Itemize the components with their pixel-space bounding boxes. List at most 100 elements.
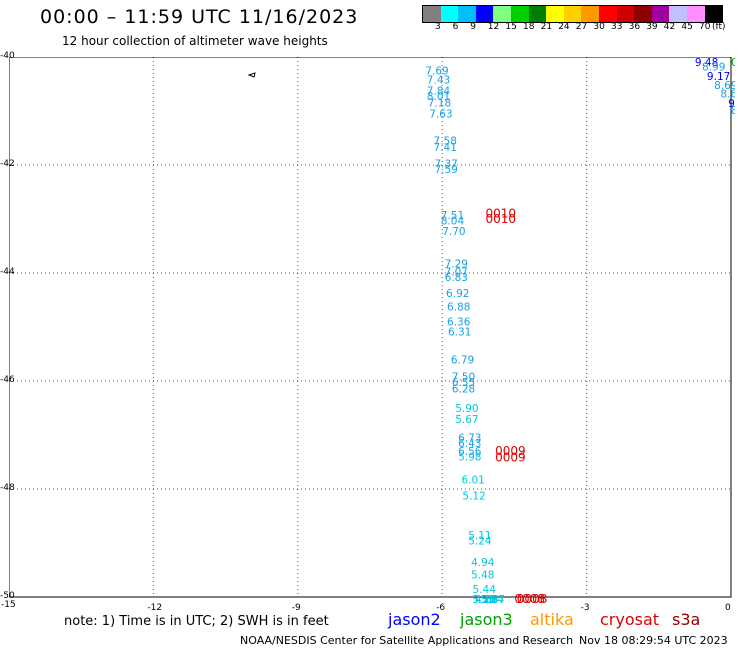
wave-height-label: 7.29 bbox=[445, 258, 468, 270]
wave-height-label: 6.31 bbox=[448, 326, 471, 338]
wave-height-label: 5.48 bbox=[471, 569, 494, 581]
scale-tick-label: 12 bbox=[487, 22, 500, 32]
wave-height-label: 9 bbox=[728, 98, 735, 110]
scale-swatch bbox=[493, 6, 511, 22]
wave-height-label: 0008 bbox=[514, 592, 545, 605]
longitude-tick-label: 0 bbox=[725, 603, 731, 613]
scale-tick-label: 24 bbox=[558, 22, 570, 32]
wave-height-label: 8 bbox=[731, 105, 735, 117]
wave-height-label: 0010 bbox=[486, 212, 517, 226]
wave-height-label: 7.59 bbox=[434, 164, 457, 176]
map-subtitle: 12 hour collection of altimeter wave hei… bbox=[62, 34, 328, 48]
satellite-legend-jason2: jason2 bbox=[388, 610, 441, 629]
wave-height-label: 8.6 bbox=[720, 89, 735, 101]
wave-height-label: 0010 bbox=[486, 207, 517, 221]
wave-height-label: 7.41 bbox=[434, 142, 457, 154]
longitude-tick-label: -3 bbox=[580, 603, 590, 613]
wave-height-label: 7.63 bbox=[429, 109, 452, 121]
scale-swatch bbox=[616, 6, 635, 22]
wave-height-label: 9.17 bbox=[707, 71, 730, 83]
wave-height-label: 6.36 bbox=[447, 317, 471, 329]
wave-height-label: 0008 bbox=[517, 592, 548, 605]
scale-tick-label: 21 bbox=[540, 22, 553, 32]
wave-height-label: 9.48 bbox=[695, 57, 718, 69]
scale-swatch bbox=[704, 6, 723, 22]
wave-height-label: 7.69 bbox=[425, 66, 448, 78]
wave-height-label: 5.24 bbox=[468, 535, 492, 547]
scale-swatch bbox=[510, 6, 529, 22]
observations-layer: 7.697.437.848.017.187.63 7.587.41 7.377.59… bbox=[425, 57, 735, 605]
wave-height-label: 5.33 bbox=[473, 594, 496, 605]
scale-swatch bbox=[686, 6, 705, 22]
wave-height-label: 8.04 bbox=[441, 216, 465, 228]
wave-height-label: 5.11 bbox=[468, 530, 491, 542]
map-title: 00:00 – 11:59 UTC 11/16/2023 bbox=[40, 6, 359, 28]
wave-height-label: 0009 bbox=[495, 444, 526, 458]
latitude-tick-label: -46 bbox=[0, 375, 15, 385]
satellite-legend-s3a: s3a bbox=[672, 610, 701, 629]
latitude-tick-label: -44 bbox=[0, 267, 15, 277]
wave-height-label: 6.55 bbox=[452, 377, 475, 389]
latitude-tick-label: -42 bbox=[0, 159, 15, 169]
scale-swatch bbox=[423, 6, 441, 22]
wave-height-label: 5.67 bbox=[482, 594, 505, 605]
wave-height-label: 7.50 bbox=[452, 372, 475, 384]
scale-swatch bbox=[458, 6, 476, 22]
scale-tick-label: 6 bbox=[452, 22, 459, 32]
wave-height-label: 6.79 bbox=[451, 354, 474, 366]
scale-tick-label: 33 bbox=[611, 22, 623, 32]
wave-height-label: 7.18 bbox=[428, 97, 451, 109]
wave-height-label: 6.01 bbox=[461, 474, 484, 486]
longitude-tick-label: -9 bbox=[291, 603, 301, 613]
scale-swatch bbox=[598, 6, 617, 22]
scale-swatch bbox=[440, 6, 459, 22]
wave-height-label: 5.12 bbox=[462, 490, 485, 502]
wave-height-label: 8.01 bbox=[427, 91, 450, 103]
scale-swatch bbox=[475, 6, 494, 22]
scale-unit-label: (ft) bbox=[712, 22, 726, 32]
wave-height-label: 7.58 bbox=[434, 136, 457, 148]
wave-height-label: 5.90 bbox=[455, 403, 478, 415]
scale-swatch bbox=[651, 6, 670, 22]
scale-tick-label: 45 bbox=[681, 22, 693, 32]
wave-height-label: 7.84 bbox=[427, 85, 451, 97]
island-outline bbox=[247, 72, 256, 78]
scale-swatch bbox=[528, 6, 547, 22]
latitude-tick-label: -48 bbox=[0, 483, 15, 493]
wave-height-label: 6.56 bbox=[458, 446, 482, 458]
scale-tick-label: 30 bbox=[593, 22, 605, 32]
wave-height-label: 6.73 bbox=[458, 433, 481, 445]
wave-height-label: 8.99 bbox=[702, 62, 725, 74]
wave-height-label: 0009 bbox=[495, 451, 526, 465]
wave-height-label: 5.84 bbox=[481, 594, 505, 605]
scale-swatch bbox=[634, 6, 652, 22]
wave-height-map: 7.697.437.848.017.187.63 7.587.41 7.377.59… bbox=[9, 57, 735, 605]
scale-tick-label: 3 bbox=[435, 22, 441, 32]
wave-height-label: 6.28 bbox=[452, 384, 475, 396]
longitude-tick-label: -12 bbox=[147, 603, 163, 613]
satellite-legend-jason3: jason3 bbox=[460, 610, 513, 629]
latitude-tick-label: -40 bbox=[0, 51, 15, 61]
wave-height-label: 0 bbox=[731, 57, 735, 69]
longitude-tick-label: -6 bbox=[436, 603, 446, 613]
scale-tick-label: 70 bbox=[699, 22, 711, 32]
wave-height-label: 6.83 bbox=[445, 272, 468, 284]
scale-tick-label: 9 bbox=[470, 22, 476, 32]
credit-line: NOAA/NESDIS Center for Satellite Applica… bbox=[240, 634, 574, 647]
scale-swatch bbox=[563, 6, 582, 22]
wave-height-label: 7.07 bbox=[445, 266, 468, 278]
scale-tick-label: 36 bbox=[628, 22, 641, 32]
wave-height-label: 6.92 bbox=[446, 288, 469, 300]
wave-height-label: 5.67 bbox=[455, 414, 478, 426]
wave-height-color-scale bbox=[422, 5, 724, 23]
map-frame bbox=[9, 57, 732, 598]
generation-timestamp: Nov 18 08:29:54 UTC 2023 bbox=[579, 634, 728, 647]
scale-tick-label: 27 bbox=[575, 22, 588, 32]
wave-height-label: 5.98 bbox=[458, 452, 481, 464]
scale-swatch bbox=[546, 6, 564, 22]
scale-tick-label: 15 bbox=[505, 22, 517, 32]
scale-tick-label: 42 bbox=[663, 22, 676, 32]
scale-tick-label: 18 bbox=[523, 22, 535, 32]
wave-height-label: 7.51 bbox=[441, 210, 464, 222]
scale-swatch bbox=[669, 6, 687, 22]
